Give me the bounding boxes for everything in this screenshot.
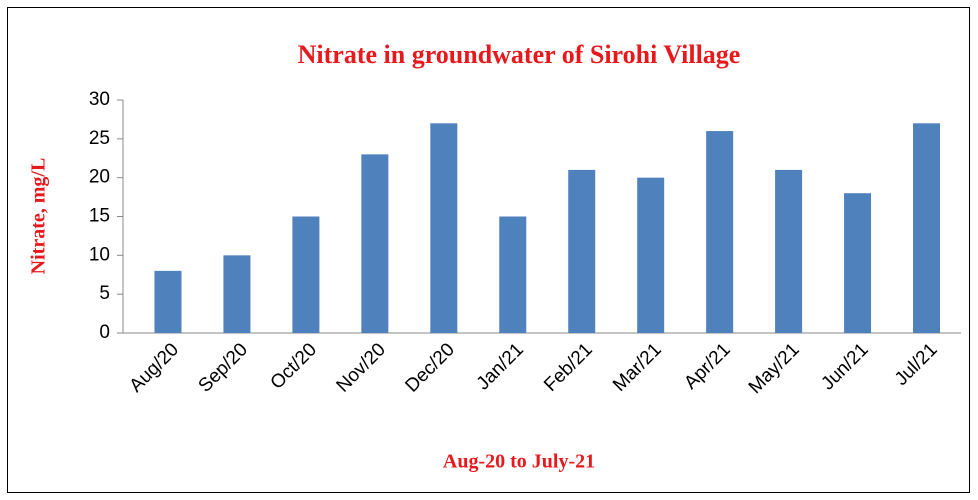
bar <box>706 131 734 333</box>
bar <box>223 255 251 333</box>
y-tick-label: 5 <box>99 283 110 304</box>
y-tick-label: 0 <box>99 322 110 343</box>
bar <box>499 216 527 333</box>
bar <box>775 169 803 333</box>
bar <box>568 169 596 333</box>
bar <box>913 123 941 333</box>
bar <box>292 216 320 333</box>
y-tick-label: 15 <box>89 206 110 227</box>
bar <box>844 193 872 333</box>
y-axis-label: Nitrate, mg/L <box>28 158 50 275</box>
y-tick-label: 10 <box>89 244 110 265</box>
chart-frame <box>7 7 970 493</box>
bar <box>154 270 182 333</box>
y-tick-label: 25 <box>89 128 110 149</box>
bar <box>637 177 665 333</box>
y-tick-label: 30 <box>89 89 110 110</box>
chart-title: Nitrate in groundwater of Sirohi Village <box>298 40 741 69</box>
x-axis-label: Aug-20 to July-21 <box>443 451 595 473</box>
bar <box>430 123 458 333</box>
y-tick-label: 20 <box>89 167 110 188</box>
bar <box>361 154 389 333</box>
